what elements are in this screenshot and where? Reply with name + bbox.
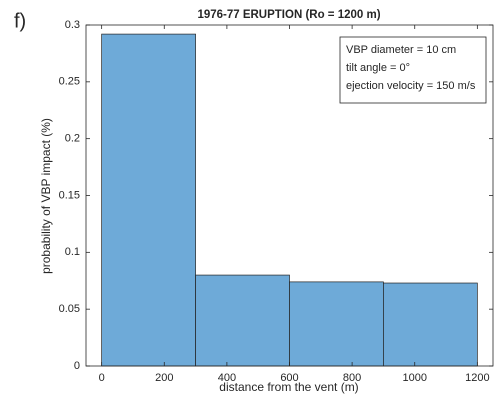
panel-label: f) — [14, 10, 26, 32]
y-tick-label: 0.05 — [59, 303, 80, 315]
x-tick-label: 800 — [343, 372, 361, 384]
x-axis-label: distance from the vent (m) — [219, 380, 358, 394]
annotation-box — [339, 36, 487, 104]
x-tick-label: 400 — [218, 372, 236, 384]
bar — [101, 33, 196, 367]
annotation: VBP diameter = 10 cm — [346, 44, 456, 56]
x-tick-label: 1200 — [465, 372, 489, 384]
x-tick-label: 200 — [155, 372, 173, 384]
bar — [383, 282, 478, 367]
y-tick-label: 0.15 — [59, 189, 80, 201]
x-tick-label: 600 — [280, 372, 298, 384]
y-tick-label: 0 — [74, 360, 80, 372]
y-tick-label: 0.1 — [65, 246, 80, 258]
y-tick-label: 0.2 — [65, 133, 80, 145]
y-axis-label: probability of VBP impact (%) — [39, 118, 53, 274]
annotation: ejection velocity = 150 m/s — [346, 80, 476, 92]
y-tick-label: 0.25 — [59, 76, 80, 88]
bar — [289, 281, 384, 367]
annotation: tilt angle = 0° — [346, 62, 410, 74]
chart-title: 1976-77 ERUPTION (Ro = 1200 m) — [197, 9, 380, 21]
x-tick-label: 0 — [99, 372, 105, 384]
bar — [195, 274, 290, 367]
x-tick-label: 1000 — [402, 372, 426, 384]
y-tick-label: 0.3 — [65, 19, 80, 31]
